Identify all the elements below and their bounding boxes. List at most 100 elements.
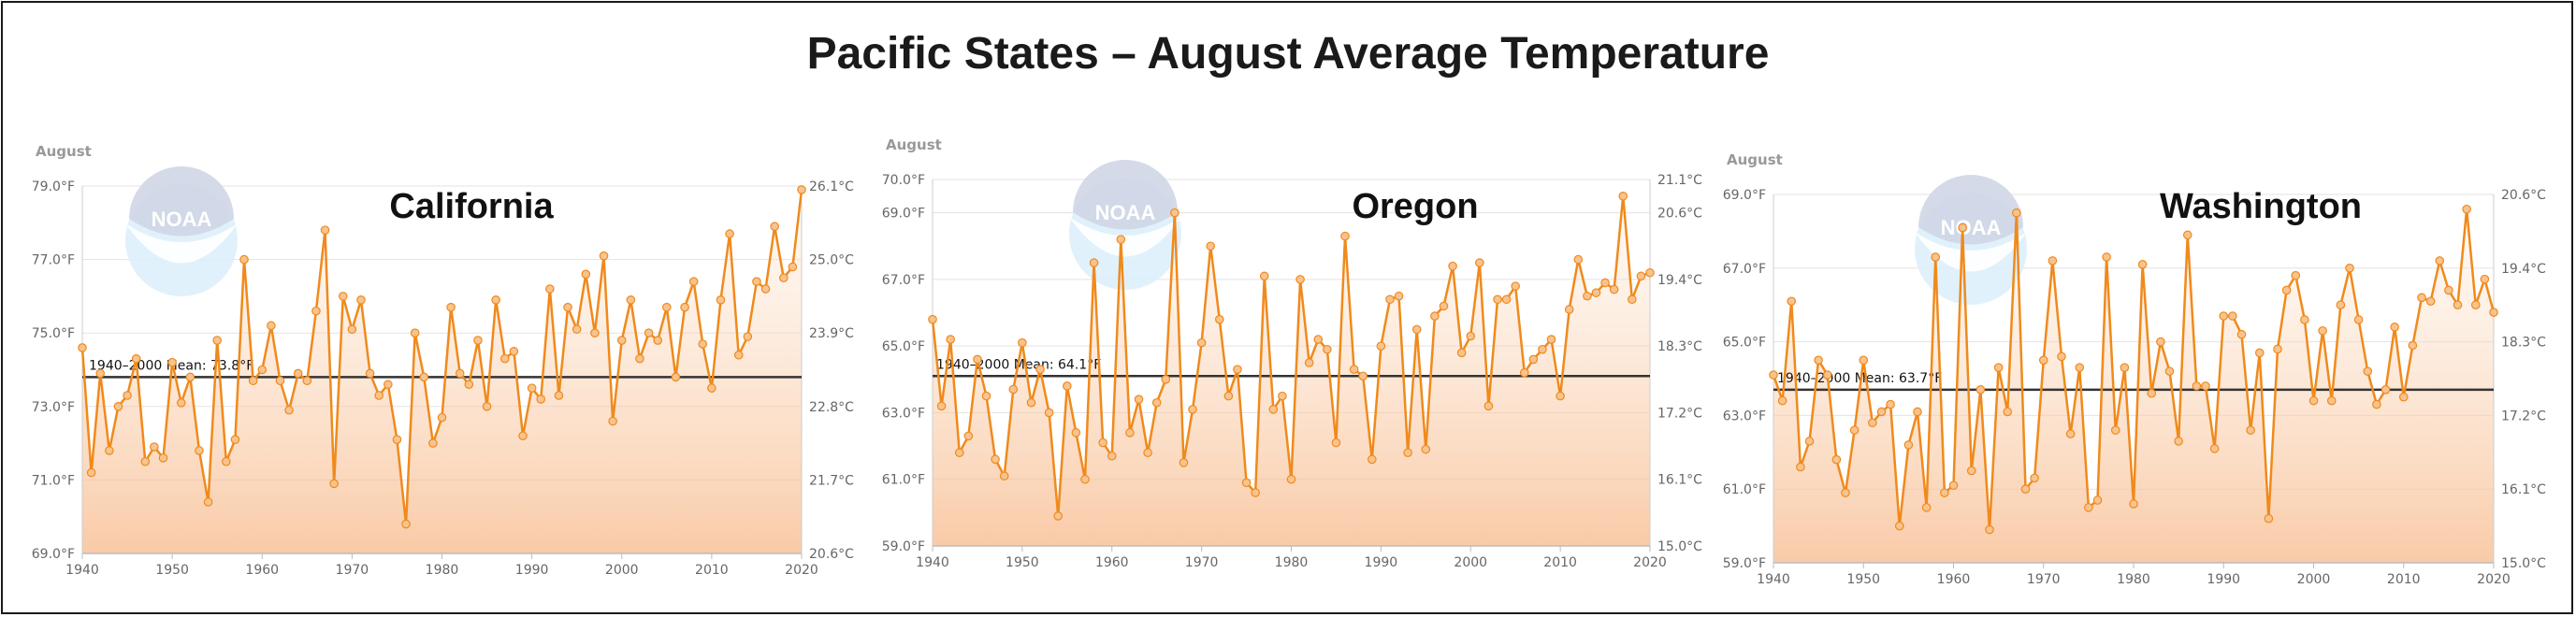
data-point xyxy=(356,295,366,305)
data-point xyxy=(770,222,779,232)
data-point xyxy=(1985,524,1994,535)
data-point xyxy=(473,336,483,345)
data-point xyxy=(1026,397,1036,408)
data-point xyxy=(2137,260,2148,269)
state-label: Washington xyxy=(2160,187,2362,226)
data-point xyxy=(2444,285,2453,295)
data-point xyxy=(1340,231,1350,241)
data-point xyxy=(1456,348,1467,358)
data-point xyxy=(1501,294,1512,305)
y-tick-label: 70.0°F xyxy=(882,173,925,188)
data-point xyxy=(581,269,591,280)
x-tick-label: 2020 xyxy=(2477,572,2511,587)
data-point xyxy=(1196,337,1207,348)
data-point xyxy=(1251,488,1260,497)
y-tick-label: 63.0°F xyxy=(882,406,925,421)
data-point xyxy=(1556,391,1565,401)
data-point xyxy=(1804,437,1815,446)
noaa-logo-text: NOAA xyxy=(1095,201,1156,224)
data-point xyxy=(1161,375,1171,384)
data-point xyxy=(662,302,672,312)
data-point xyxy=(725,229,734,238)
data-point xyxy=(2300,315,2309,324)
data-point xyxy=(78,343,87,352)
data-point xyxy=(131,353,141,364)
x-tick-label: 1990 xyxy=(515,563,549,578)
x-tick-label: 1960 xyxy=(245,563,279,578)
data-point xyxy=(1831,454,1842,465)
data-point xyxy=(2209,444,2220,453)
data-point xyxy=(644,328,654,337)
data-point xyxy=(572,324,582,335)
data-point xyxy=(707,383,716,393)
y-tick-label: 67.0°F xyxy=(1723,262,1766,277)
y2-tick-label: 21.7°C xyxy=(809,473,854,488)
x-tick-label: 1950 xyxy=(1846,572,1880,587)
data-point xyxy=(455,368,465,379)
data-point xyxy=(302,376,312,386)
y-tick-label: 65.0°F xyxy=(882,339,925,354)
data-point xyxy=(1349,365,1359,374)
data-point xyxy=(760,284,771,294)
data-point xyxy=(1394,291,1404,301)
data-point xyxy=(1403,448,1412,458)
data-point xyxy=(1188,405,1197,414)
data-point xyxy=(1841,488,1850,497)
data-point xyxy=(1609,284,1619,294)
data-point xyxy=(2182,230,2192,240)
y-tick-label: 79.0°F xyxy=(32,179,75,194)
data-point xyxy=(222,456,231,466)
data-point xyxy=(248,376,258,386)
data-point xyxy=(1331,438,1341,448)
data-point xyxy=(2020,484,2031,494)
x-tick-label: 2000 xyxy=(605,563,639,578)
data-point xyxy=(963,431,974,441)
data-point xyxy=(2174,437,2183,446)
data-point xyxy=(2398,392,2409,402)
data-point xyxy=(1313,335,1324,344)
data-point xyxy=(778,273,789,283)
data-point xyxy=(554,391,564,400)
data-point xyxy=(2110,425,2120,435)
data-point xyxy=(1439,301,1449,311)
x-tick-label: 2010 xyxy=(2387,572,2421,587)
data-point xyxy=(1966,466,1976,476)
data-point xyxy=(2048,256,2058,265)
y2-tick-label: 22.8°C xyxy=(809,400,854,415)
data-point xyxy=(716,295,726,305)
data-point xyxy=(1116,235,1126,244)
data-point xyxy=(1564,305,1574,314)
noaa-logo-bird xyxy=(125,223,238,264)
noaa-logo-text: NOAA xyxy=(152,208,212,231)
y-tick-label: 61.0°F xyxy=(882,473,925,488)
data-point xyxy=(608,416,617,426)
data-point xyxy=(1053,511,1064,521)
y2-tick-label: 15.0°C xyxy=(2501,556,2546,571)
data-point xyxy=(384,380,393,390)
data-point xyxy=(688,277,699,286)
data-point xyxy=(284,405,294,415)
x-tick-label: 1970 xyxy=(336,563,369,578)
noaa-logo-top xyxy=(1918,175,2023,245)
y2-tick-label: 17.2°C xyxy=(2501,409,2546,423)
data-point xyxy=(1080,474,1090,484)
data-point xyxy=(1215,314,1224,324)
x-tick-label: 1940 xyxy=(1757,572,1790,587)
data-point xyxy=(1223,391,1234,401)
data-point xyxy=(999,471,1009,481)
x-tick-label: 1950 xyxy=(1006,555,1039,570)
data-point xyxy=(1913,407,1922,417)
data-point xyxy=(1179,458,1189,467)
data-point xyxy=(1278,391,1287,401)
y2-tick-label: 20.6°C xyxy=(809,547,854,562)
data-point xyxy=(1286,474,1296,484)
data-point xyxy=(428,438,438,448)
data-point xyxy=(2156,337,2165,347)
data-point xyxy=(1493,294,1502,305)
data-point xyxy=(1993,363,2004,372)
data-point xyxy=(1868,418,1877,428)
data-point xyxy=(1448,261,1457,271)
data-point xyxy=(2453,300,2463,309)
data-point xyxy=(482,401,492,411)
data-point xyxy=(1546,335,1556,344)
